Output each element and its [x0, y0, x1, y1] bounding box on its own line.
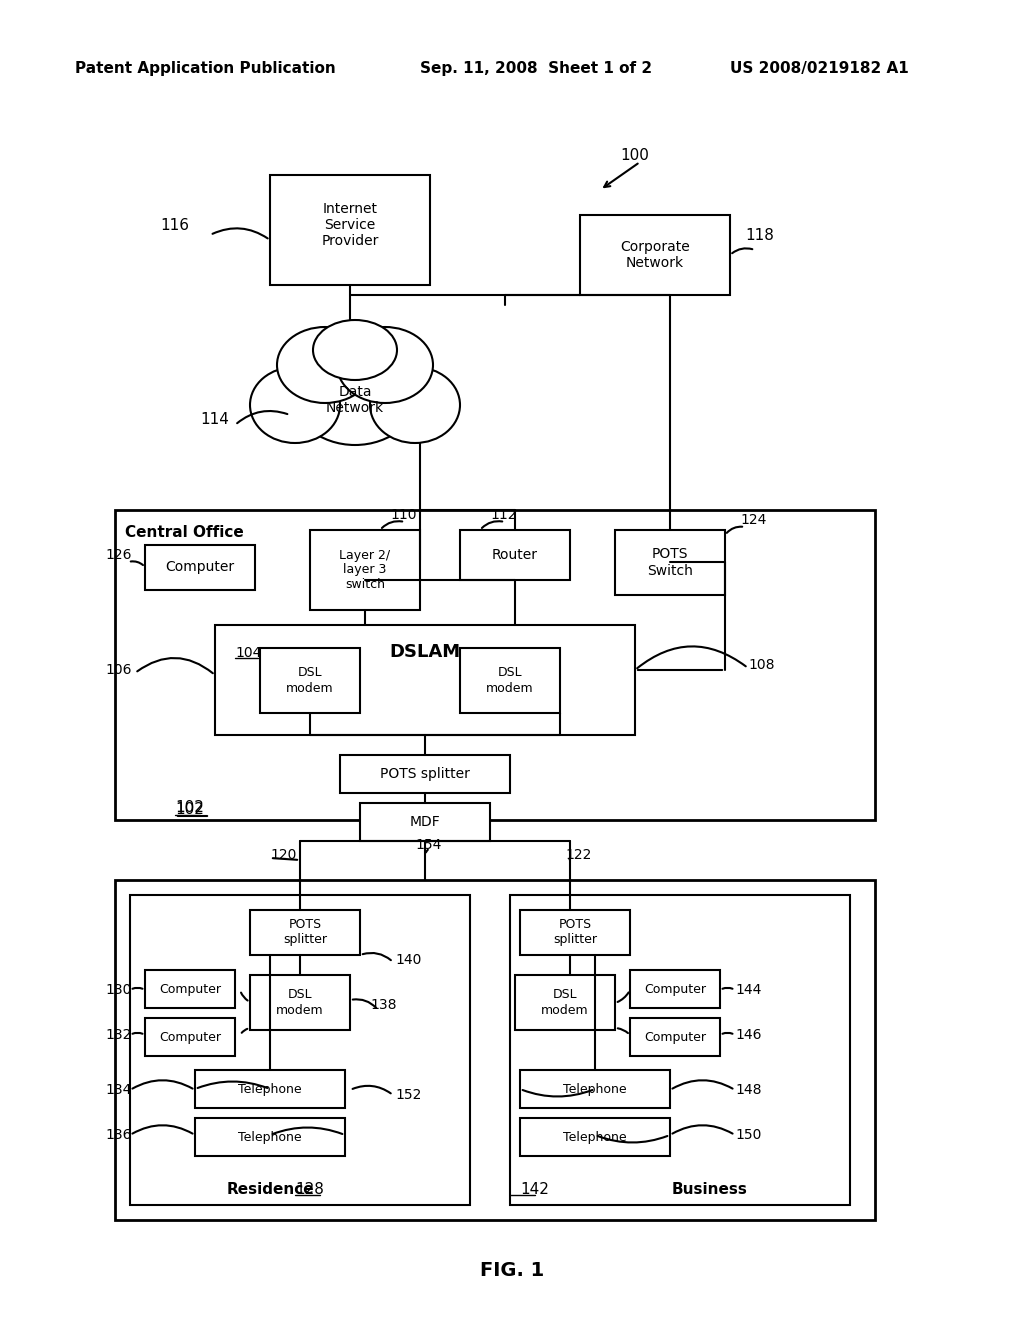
Bar — [460, 531, 570, 579]
Text: Telephone: Telephone — [563, 1130, 627, 1143]
Text: 144: 144 — [735, 983, 762, 997]
Text: 104: 104 — [234, 645, 261, 660]
Bar — [615, 531, 725, 595]
Bar — [520, 1118, 670, 1156]
Bar — [630, 1018, 720, 1056]
Bar — [115, 880, 874, 1220]
Text: 132: 132 — [105, 1028, 131, 1041]
Text: Residence: Residence — [226, 1183, 313, 1197]
Bar — [310, 531, 420, 610]
Text: 120: 120 — [270, 847, 296, 862]
Text: Sep. 11, 2008  Sheet 1 of 2: Sep. 11, 2008 Sheet 1 of 2 — [420, 61, 652, 75]
Text: DSL
modem: DSL modem — [276, 989, 324, 1016]
Text: 112: 112 — [490, 508, 516, 521]
Text: 134: 134 — [105, 1082, 131, 1097]
Text: 154: 154 — [415, 838, 441, 851]
Bar — [520, 1071, 670, 1107]
Text: Router: Router — [492, 548, 538, 562]
Bar — [340, 755, 510, 793]
Text: DSL
modem: DSL modem — [286, 667, 334, 694]
Text: 136: 136 — [105, 1129, 131, 1142]
Text: Telephone: Telephone — [563, 1082, 627, 1096]
Bar — [460, 648, 560, 713]
Text: 102: 102 — [175, 800, 204, 816]
Text: POTS
Switch: POTS Switch — [647, 548, 693, 578]
Bar — [145, 970, 234, 1008]
Text: 110: 110 — [390, 508, 417, 521]
Bar — [260, 648, 360, 713]
Ellipse shape — [290, 335, 420, 445]
Text: Central Office: Central Office — [125, 525, 244, 540]
Text: POTS splitter: POTS splitter — [380, 767, 470, 781]
Text: 150: 150 — [735, 1129, 762, 1142]
Text: Telephone: Telephone — [239, 1082, 302, 1096]
Text: POTS
splitter: POTS splitter — [283, 919, 327, 946]
Text: 142: 142 — [520, 1183, 549, 1197]
Text: Computer: Computer — [166, 561, 234, 574]
Ellipse shape — [370, 367, 460, 444]
Text: Internet
Service
Provider: Internet Service Provider — [322, 202, 379, 248]
Text: Business: Business — [672, 1183, 748, 1197]
Text: 100: 100 — [620, 148, 649, 162]
Bar — [250, 975, 350, 1030]
Text: Patent Application Publication: Patent Application Publication — [75, 61, 336, 75]
Bar — [270, 176, 430, 285]
Text: POTS
splitter: POTS splitter — [553, 919, 597, 946]
Text: 126: 126 — [105, 548, 131, 562]
Text: 118: 118 — [745, 227, 774, 243]
Text: FIG. 1: FIG. 1 — [480, 1261, 544, 1279]
Bar — [195, 1071, 345, 1107]
Bar — [580, 215, 730, 294]
Text: DSL
modem: DSL modem — [486, 667, 534, 694]
Text: MDF: MDF — [410, 814, 440, 829]
Bar — [215, 624, 635, 735]
Text: Layer 2/
layer 3
switch: Layer 2/ layer 3 switch — [339, 549, 390, 591]
Text: 124: 124 — [740, 513, 766, 527]
Ellipse shape — [337, 327, 433, 403]
Text: DSLAM: DSLAM — [389, 643, 461, 661]
Text: Computer: Computer — [644, 1031, 706, 1044]
Bar — [360, 803, 490, 841]
Text: DSL
modem: DSL modem — [542, 989, 589, 1016]
Bar — [195, 1118, 345, 1156]
Text: Telephone: Telephone — [239, 1130, 302, 1143]
Bar — [130, 895, 470, 1205]
Text: Computer: Computer — [159, 1031, 221, 1044]
Ellipse shape — [250, 367, 340, 444]
Bar — [510, 895, 850, 1205]
Text: 102: 102 — [175, 803, 204, 817]
Ellipse shape — [278, 327, 373, 403]
Ellipse shape — [313, 319, 397, 380]
Bar — [115, 510, 874, 820]
Text: 130: 130 — [105, 983, 131, 997]
Text: Corporate
Network: Corporate Network — [621, 240, 690, 271]
Text: 138: 138 — [370, 998, 396, 1012]
Bar — [145, 545, 255, 590]
Bar — [630, 970, 720, 1008]
Text: Computer: Computer — [159, 982, 221, 995]
Bar — [515, 975, 615, 1030]
Bar — [145, 1018, 234, 1056]
Text: 106: 106 — [105, 663, 131, 677]
Text: 146: 146 — [735, 1028, 762, 1041]
Text: 140: 140 — [395, 953, 421, 968]
Text: 116: 116 — [160, 218, 189, 232]
Text: 122: 122 — [565, 847, 592, 862]
Text: 128: 128 — [295, 1183, 324, 1197]
Text: 114: 114 — [200, 412, 229, 428]
Text: 108: 108 — [748, 657, 774, 672]
Text: Computer: Computer — [644, 982, 706, 995]
Bar — [250, 909, 360, 954]
Text: 148: 148 — [735, 1082, 762, 1097]
Text: Data
Network: Data Network — [326, 385, 384, 414]
Text: 152: 152 — [395, 1088, 421, 1102]
Text: US 2008/0219182 A1: US 2008/0219182 A1 — [730, 61, 908, 75]
Bar — [520, 909, 630, 954]
